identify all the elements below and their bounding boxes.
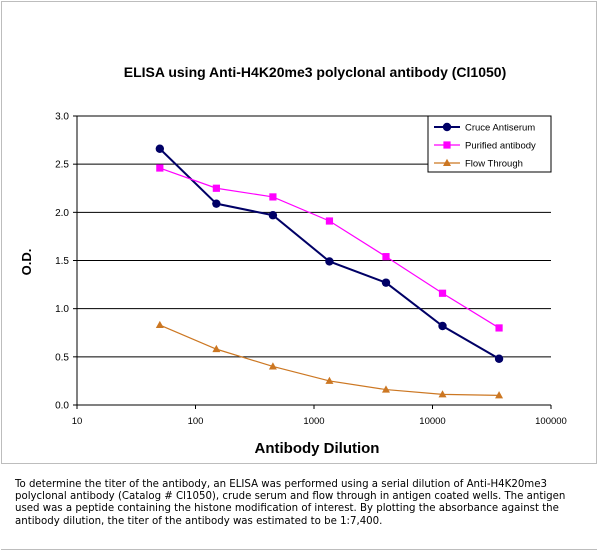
x-tick-label: 1000 xyxy=(303,416,324,427)
data-point xyxy=(212,199,221,208)
data-point xyxy=(495,324,503,332)
data-point xyxy=(381,385,390,393)
data-point xyxy=(155,144,165,153)
data-point xyxy=(495,391,504,399)
data-point xyxy=(268,211,278,220)
x-tick-label: 100000 xyxy=(535,416,567,427)
data-point xyxy=(438,321,447,331)
y-tick-label: 0.0 xyxy=(55,401,69,412)
series xyxy=(155,320,504,399)
data-point xyxy=(212,344,221,353)
y-tick-label: 2.0 xyxy=(55,208,69,219)
legend-label: Flow Through xyxy=(465,159,523,170)
series-line xyxy=(159,148,500,360)
data-point xyxy=(156,164,164,172)
data-point xyxy=(212,184,220,192)
series-line xyxy=(159,167,500,329)
y-tick-label: 2.5 xyxy=(55,160,69,171)
series xyxy=(155,144,504,363)
series xyxy=(156,164,503,332)
chart-title: ELISA using Anti-H4K20me3 polyclonal ant… xyxy=(124,64,506,80)
plot-area xyxy=(155,144,504,399)
y-tick-label: 3.0 xyxy=(55,112,69,123)
legend-swatch-marker xyxy=(443,141,451,149)
data-point xyxy=(268,362,277,370)
data-point xyxy=(155,320,164,329)
figure-caption: To determine the titer of the antibody, … xyxy=(15,479,566,527)
x-tick-label: 100 xyxy=(188,416,204,427)
y-tick-label: 0.5 xyxy=(55,352,69,363)
legend-swatch-marker xyxy=(443,158,451,166)
data-point xyxy=(381,278,391,287)
y-tick-label: 1.0 xyxy=(55,304,69,315)
chart-frame xyxy=(1,1,597,464)
legend-swatch-marker xyxy=(442,122,452,132)
y-axis-label: O.D. xyxy=(19,249,34,276)
legend-label: Purified antibody xyxy=(465,141,536,152)
data-point xyxy=(325,217,334,225)
data-point xyxy=(269,193,277,201)
legend-label: Cruce Antiserum xyxy=(465,123,535,134)
data-point xyxy=(438,390,447,398)
x-tick-label: 10 xyxy=(72,416,83,427)
data-point xyxy=(494,354,504,363)
axes: 0.0 0.5 1.0 1.5 2.0 2.5 3.0 10 100 1000 10000 10000… xyxy=(55,112,567,428)
x-tick-label: 10000 xyxy=(419,416,445,427)
data-point xyxy=(325,257,334,266)
data-point xyxy=(325,376,334,384)
legend: Cruce Antiserum Purified antibody Flow Thr… xyxy=(427,115,552,173)
x-axis-label: Antibody Dilution xyxy=(255,440,380,457)
bottom-divider xyxy=(1,549,597,550)
chart: ELISA using Anti-H4K20me3 polyclonal ant… xyxy=(19,64,567,457)
y-tick-label: 1.5 xyxy=(55,256,69,267)
data-point xyxy=(382,253,390,261)
series-line xyxy=(159,324,500,396)
data-point xyxy=(438,289,447,297)
